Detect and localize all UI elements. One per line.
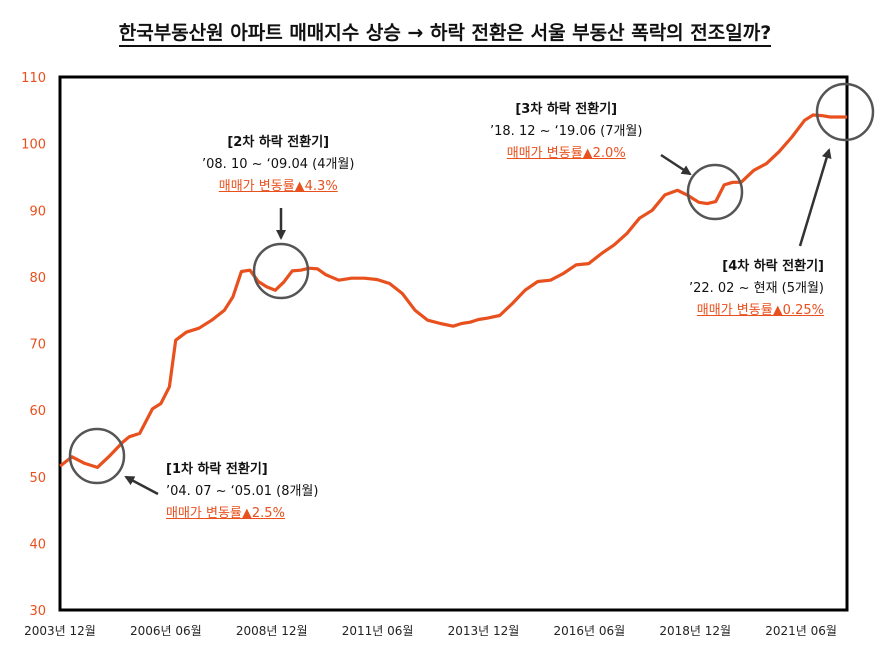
chart-title-text: 한국부동산원 아파트 매매지수 상승 → 하락 전환은 서울 부동산 폭락의 전… xyxy=(118,22,772,47)
y-tick-label: 60 xyxy=(29,404,46,419)
x-tick-label: 2021년 06월 xyxy=(765,624,837,638)
downturn-circle-2 xyxy=(252,242,310,300)
x-tick-label: 2018년 12월 xyxy=(659,624,731,638)
y-tick-label: 110 xyxy=(21,71,46,86)
annotation-4-heading: [4차 하락 전환기] xyxy=(722,259,824,274)
y-tick-label: 80 xyxy=(29,271,46,286)
x-tick-label: 2008년 12월 xyxy=(236,624,308,638)
y-tick-label: 50 xyxy=(29,471,46,486)
annotation-3: [3차 하락 전환기] ’18. 12 ~ ‘19.06 (7개월) 매매가 변… xyxy=(490,99,642,165)
series-line xyxy=(59,113,847,469)
annotation-2-change: 매매가 변동률▲4.3% xyxy=(218,179,338,194)
arrow-3 xyxy=(660,153,692,176)
downturn-circle-1 xyxy=(68,427,126,485)
annotation-2: [2차 하락 전환기] ’08. 10 ~ ‘09.04 (4개월) 매매가 변… xyxy=(202,132,354,198)
x-tick-label: 2013년 12월 xyxy=(448,624,520,638)
y-tick-label: 90 xyxy=(29,204,46,219)
x-tick-label: 2006년 06월 xyxy=(130,624,202,638)
downturn-circle-4 xyxy=(815,82,875,142)
y-tick-label: 100 xyxy=(21,138,46,153)
annotation-1-change: 매매가 변동률▲2.5% xyxy=(166,506,285,521)
annotation-2-period: ’08. 10 ~ ‘09.04 (4개월) xyxy=(202,157,355,172)
chart-title: 한국부동산원 아파트 매매지수 상승 → 하락 전환은 서울 부동산 폭락의 전… xyxy=(0,18,890,47)
annotation-4: [4차 하락 전환기] ’22. 02 ~ 현재 (5개월) 매매가 변동률▲0… xyxy=(689,256,824,322)
annotation-3-period: ’18. 12 ~ ‘19.06 (7개월) xyxy=(490,124,643,139)
annotation-4-change: 매매가 변동률▲0.25% xyxy=(696,303,824,318)
annotation-1-period: ’04. 07 ~ ‘05.01 (8개월) xyxy=(166,484,319,499)
x-tick-label: 2003년 12월 xyxy=(24,624,96,638)
arrow-4 xyxy=(798,148,832,247)
annotation-1-heading: [1차 하락 전환기] xyxy=(166,462,268,477)
x-tick-label: 2011년 06월 xyxy=(342,624,414,638)
y-tick-label: 40 xyxy=(29,537,46,552)
downturn-circle-3 xyxy=(686,163,744,221)
y-tick-label: 30 xyxy=(29,604,46,619)
x-axis-ticks: 2003년 12월 2006년 06월 2008년 12월 2011년 06월 2013… xyxy=(24,624,837,638)
annotation-4-period: ’22. 02 ~ 현재 (5개월) xyxy=(688,281,824,296)
y-axis-ticks: 30 40 50 60 70 80 90 100 110 xyxy=(21,71,46,619)
annotation-3-change: 매매가 변동률▲2.0% xyxy=(506,146,626,161)
x-tick-label: 2016년 06월 xyxy=(554,624,626,638)
arrow-1 xyxy=(124,475,159,496)
annotation-3-heading: [3차 하락 전환기] xyxy=(515,102,618,117)
annotation-2-heading: [2차 하락 전환기] xyxy=(227,135,330,150)
plot-area xyxy=(58,75,849,612)
y-tick-label: 70 xyxy=(29,338,46,353)
annotation-1: [1차 하락 전환기] ’04. 07 ~ ‘05.01 (8개월) 매매가 변… xyxy=(166,459,318,525)
